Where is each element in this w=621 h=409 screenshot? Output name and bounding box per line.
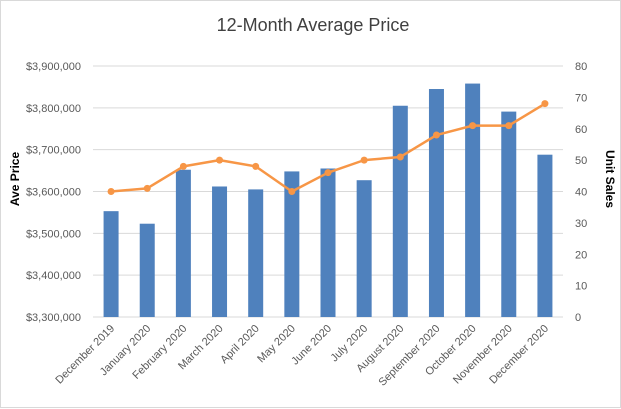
y2-tick-label: 30 [575, 218, 587, 230]
y-tick-label: $3,900,000 [26, 61, 81, 73]
bar [248, 189, 264, 317]
bar [103, 211, 119, 317]
y-axis-title: Ave Price [8, 152, 22, 207]
line-point [179, 162, 187, 170]
y2-tick-label: 70 [575, 92, 587, 104]
bar [320, 168, 336, 317]
line-point [324, 169, 332, 177]
line-point [216, 156, 224, 164]
bar [465, 83, 481, 317]
line-point [288, 188, 296, 195]
line-point [505, 122, 513, 130]
y2-tick-label: 0 [575, 312, 581, 324]
bar [175, 169, 191, 317]
y-tick-label: $3,700,000 [26, 145, 81, 157]
line-point [107, 188, 115, 195]
y2-tick-label: 50 [575, 155, 587, 167]
y-tick-label: $3,400,000 [26, 270, 81, 282]
line-point [252, 162, 260, 170]
chart-title: 12-Month Average Price [217, 15, 410, 35]
y2-tick-label: 10 [575, 281, 587, 293]
y-tick-label: $3,600,000 [26, 187, 81, 199]
x-tick-label: April 2020 [218, 323, 262, 367]
y2-tick-label: 40 [575, 187, 587, 199]
y-tick-label: $3,300,000 [26, 312, 81, 324]
bar-series [103, 83, 553, 318]
bar [501, 111, 517, 318]
bar [139, 223, 155, 317]
line-point [469, 122, 477, 130]
line-point [432, 131, 440, 139]
line-point [143, 184, 151, 192]
bar [212, 186, 228, 317]
x-tick-label: September 2020 [377, 323, 443, 389]
y2-tick-label: 60 [575, 124, 587, 136]
bar [428, 89, 444, 317]
bar [392, 105, 408, 317]
left-axis-ticks: $3,300,000 $3,400,000 $3,500,000 $3,600,000… [26, 61, 81, 324]
bar [356, 180, 372, 317]
bar [537, 154, 553, 317]
line-series [107, 100, 549, 195]
line-point [396, 153, 404, 161]
bar [284, 171, 300, 317]
line-point [541, 100, 549, 108]
right-axis-ticks: 0 10 20 30 40 50 60 70 80 [575, 61, 587, 324]
y2-tick-label: 20 [575, 249, 587, 261]
x-tick-label: December 2019 [53, 323, 117, 387]
y-tick-label: $3,800,000 [26, 103, 81, 115]
y-tick-label: $3,500,000 [26, 228, 81, 240]
line-point [360, 156, 368, 164]
y2-tick-label: 80 [575, 61, 587, 73]
y2-axis-title: Unit Sales [603, 150, 617, 208]
